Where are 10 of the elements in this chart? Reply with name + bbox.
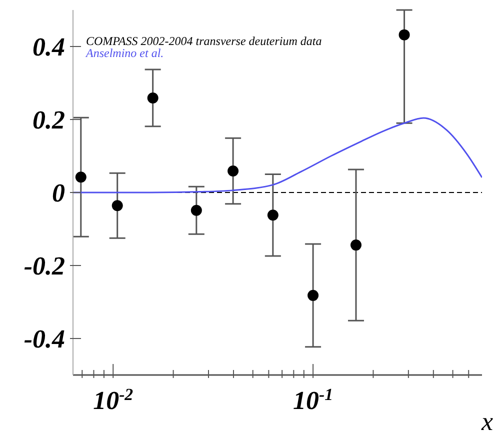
x-axis-title: x <box>481 407 493 437</box>
text: COMPASS 2002-2004 transverse deuterium data <box>86 34 322 48</box>
y-tick-label: 0.4 <box>32 32 65 62</box>
y-tick-label: 0.2 <box>32 106 65 134</box>
y-tick-label: -0.4 <box>24 324 65 354</box>
y-tick-label: 0 <box>52 178 65 208</box>
x-tick-label: 10$^{-1}$ <box>293 384 334 415</box>
text: Anselmino et al. <box>86 46 165 60</box>
x-tick-label: 10$^{-2}$ <box>93 384 134 415</box>
y-tick-label: -0.2 <box>24 252 65 280</box>
